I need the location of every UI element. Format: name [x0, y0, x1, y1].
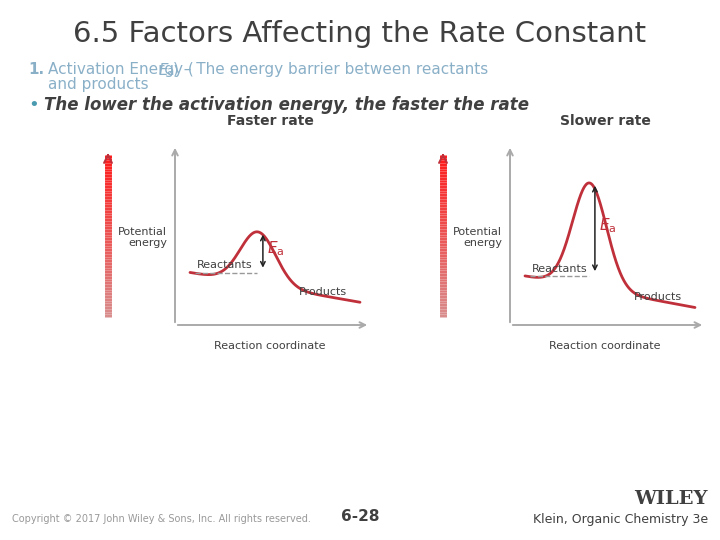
Text: $\mathit{E}$: $\mathit{E}$ [267, 240, 279, 256]
Text: Reaction coordinate: Reaction coordinate [215, 341, 325, 351]
Text: 6-28: 6-28 [341, 509, 379, 524]
Text: Faster rate: Faster rate [227, 114, 313, 128]
Text: Potential
energy: Potential energy [118, 227, 167, 248]
Text: ) – The energy barrier between reactants: ) – The energy barrier between reactants [173, 62, 488, 77]
Text: 1.: 1. [28, 62, 44, 77]
Text: Klein, Organic Chemistry 3e: Klein, Organic Chemistry 3e [533, 513, 708, 526]
Text: Potential
energy: Potential energy [453, 227, 502, 248]
Text: Activation Energy (: Activation Energy ( [48, 62, 194, 77]
Text: $\mathit{E}$: $\mathit{E}$ [599, 218, 611, 233]
Text: Reactants: Reactants [532, 264, 588, 274]
Text: The lower the activation energy, the faster the rate: The lower the activation energy, the fas… [44, 96, 529, 114]
Text: Slower rate: Slower rate [559, 114, 650, 128]
Text: a: a [608, 225, 615, 234]
Text: a: a [166, 65, 174, 78]
Text: Reactants: Reactants [197, 260, 253, 271]
Text: Reaction coordinate: Reaction coordinate [549, 341, 661, 351]
Text: WILEY: WILEY [634, 490, 708, 508]
Text: 6.5 Factors Affecting the Rate Constant: 6.5 Factors Affecting the Rate Constant [73, 20, 647, 48]
Text: Products: Products [634, 293, 682, 302]
Text: $\mathit{E}$: $\mathit{E}$ [158, 62, 170, 78]
Text: •: • [28, 96, 39, 114]
Text: Products: Products [299, 287, 347, 297]
Text: Copyright © 2017 John Wiley & Sons, Inc. All rights reserved.: Copyright © 2017 John Wiley & Sons, Inc.… [12, 514, 311, 524]
Text: and products: and products [48, 77, 148, 92]
Text: a: a [276, 247, 283, 257]
